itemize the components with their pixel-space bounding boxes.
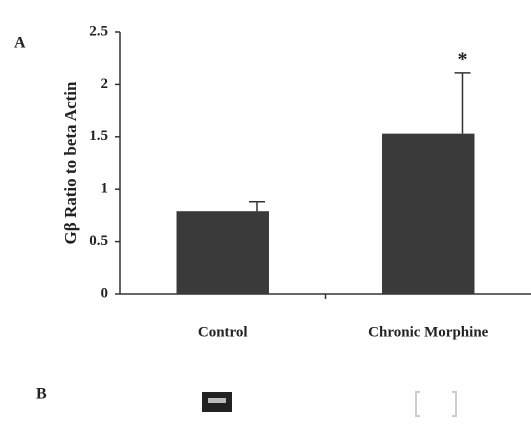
plot: 0 0.5 1 1.5 2 2.5 Control Chronic Morphine * [89, 23, 531, 340]
error-bar [249, 202, 265, 211]
blot-band-faint [416, 392, 456, 416]
panel-label: A [14, 35, 26, 52]
y-axis-label: Gβ Ratio to beta Actin [61, 81, 80, 244]
y-tick-label: 2.5 [89, 23, 108, 39]
blot-band-highlight [208, 398, 226, 403]
annotation: * [457, 48, 467, 70]
y-tick-label: 1.5 [89, 128, 108, 144]
y-tick-label: 0.5 [89, 233, 108, 249]
panel-label: B [36, 386, 47, 403]
x-tick-label: Control [198, 324, 248, 340]
error-bar [454, 73, 470, 134]
y-tick-label: 1 [101, 181, 109, 197]
bar [382, 134, 474, 294]
figure: A B Gβ Ratio to beta Actin 0 0.5 1 1.5 2 2.5 C… [0, 0, 531, 424]
bar [177, 211, 269, 294]
y-tick-label: 2 [101, 76, 109, 92]
y-tick-label: 0 [101, 285, 109, 301]
x-tick-label: Chronic Morphine [368, 324, 488, 340]
